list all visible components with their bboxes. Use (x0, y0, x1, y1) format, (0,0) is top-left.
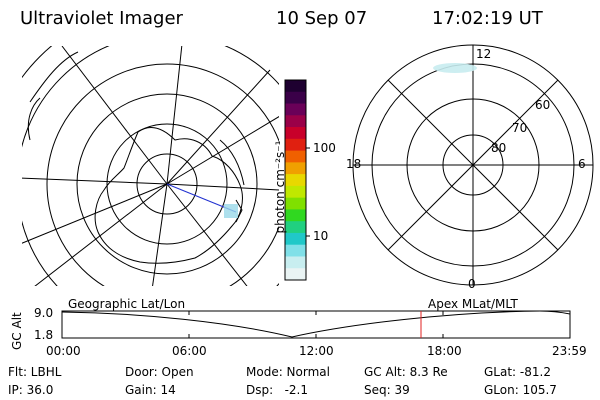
auroral-glow (433, 63, 477, 73)
mlt-label-0: 0 (468, 277, 476, 291)
date-label: 10 Sep 07 (276, 8, 368, 29)
colorbar-segment (285, 256, 306, 269)
footer-flt: Flt: LBHL (8, 365, 62, 379)
colorbar-segment (285, 244, 306, 257)
colorbar-segment (285, 268, 306, 281)
mlt-label-6: 6 (578, 157, 586, 171)
mlat-label-70: 70 (512, 121, 528, 135)
time-label: 17:02:19 UT (432, 8, 543, 29)
colorbar-segment (285, 174, 306, 187)
timeline-y-tick-bottom: 1.8 (34, 328, 54, 342)
footer-ip: IP: 36.0 (8, 383, 54, 397)
footer-glon: GLon: 105.7 (484, 383, 557, 397)
colorbar-tick-100: 100 (313, 141, 336, 155)
timeline-x-tick-4: 23:59 (552, 344, 587, 358)
colorbar-segment (285, 209, 306, 222)
colorbar-segment (285, 221, 306, 234)
footer-door: Door: Open (125, 365, 194, 379)
timeline-right-title: Apex MLat/MLT (428, 297, 518, 311)
footer-dsp: Dsp: -2.1 (246, 383, 309, 397)
colorbar-segment (285, 185, 306, 199)
colorbar-segment (285, 115, 306, 128)
timeline-x-tick-0: 00:00 (46, 344, 81, 358)
colorbar-segment (285, 103, 306, 116)
footer-glat: GLat: -81.2 (484, 365, 551, 379)
footer-mode: Mode: Normal (246, 365, 330, 379)
colorbar-segment (285, 162, 306, 175)
mlt-label-18: 18 (346, 157, 362, 171)
colorbar-segment (285, 138, 306, 152)
footer-gcalt: GC Alt: 8.3 Re (364, 365, 448, 379)
timeline-x-tick-2: 12:00 (299, 344, 334, 358)
colorbar-segment (285, 197, 306, 210)
colorbar-segment (285, 232, 306, 246)
colorbar-segment (285, 127, 306, 140)
footer-gain: Gain: 14 (125, 383, 176, 397)
colorbar-segment (285, 91, 306, 105)
timeline-x-tick-1: 06:00 (172, 344, 207, 358)
instrument-title: Ultraviolet Imager (20, 8, 183, 29)
timeline-left-title: Geographic Lat/Lon (68, 297, 186, 311)
colorbar-tick-10: 10 (313, 229, 329, 243)
aurora-spot (224, 204, 238, 218)
timeline-y-tick-top: 9.0 (34, 306, 54, 320)
colorbar-segment (285, 80, 306, 93)
timeline-x-tick-3: 18:00 (427, 344, 462, 358)
colorbar-segment (285, 150, 306, 163)
mlat-label-60: 60 (535, 98, 551, 112)
footer-seq: Seq: 39 (364, 383, 410, 397)
mlt-label-12: 12 (476, 47, 492, 61)
mlat-label-80: 80 (491, 141, 507, 155)
